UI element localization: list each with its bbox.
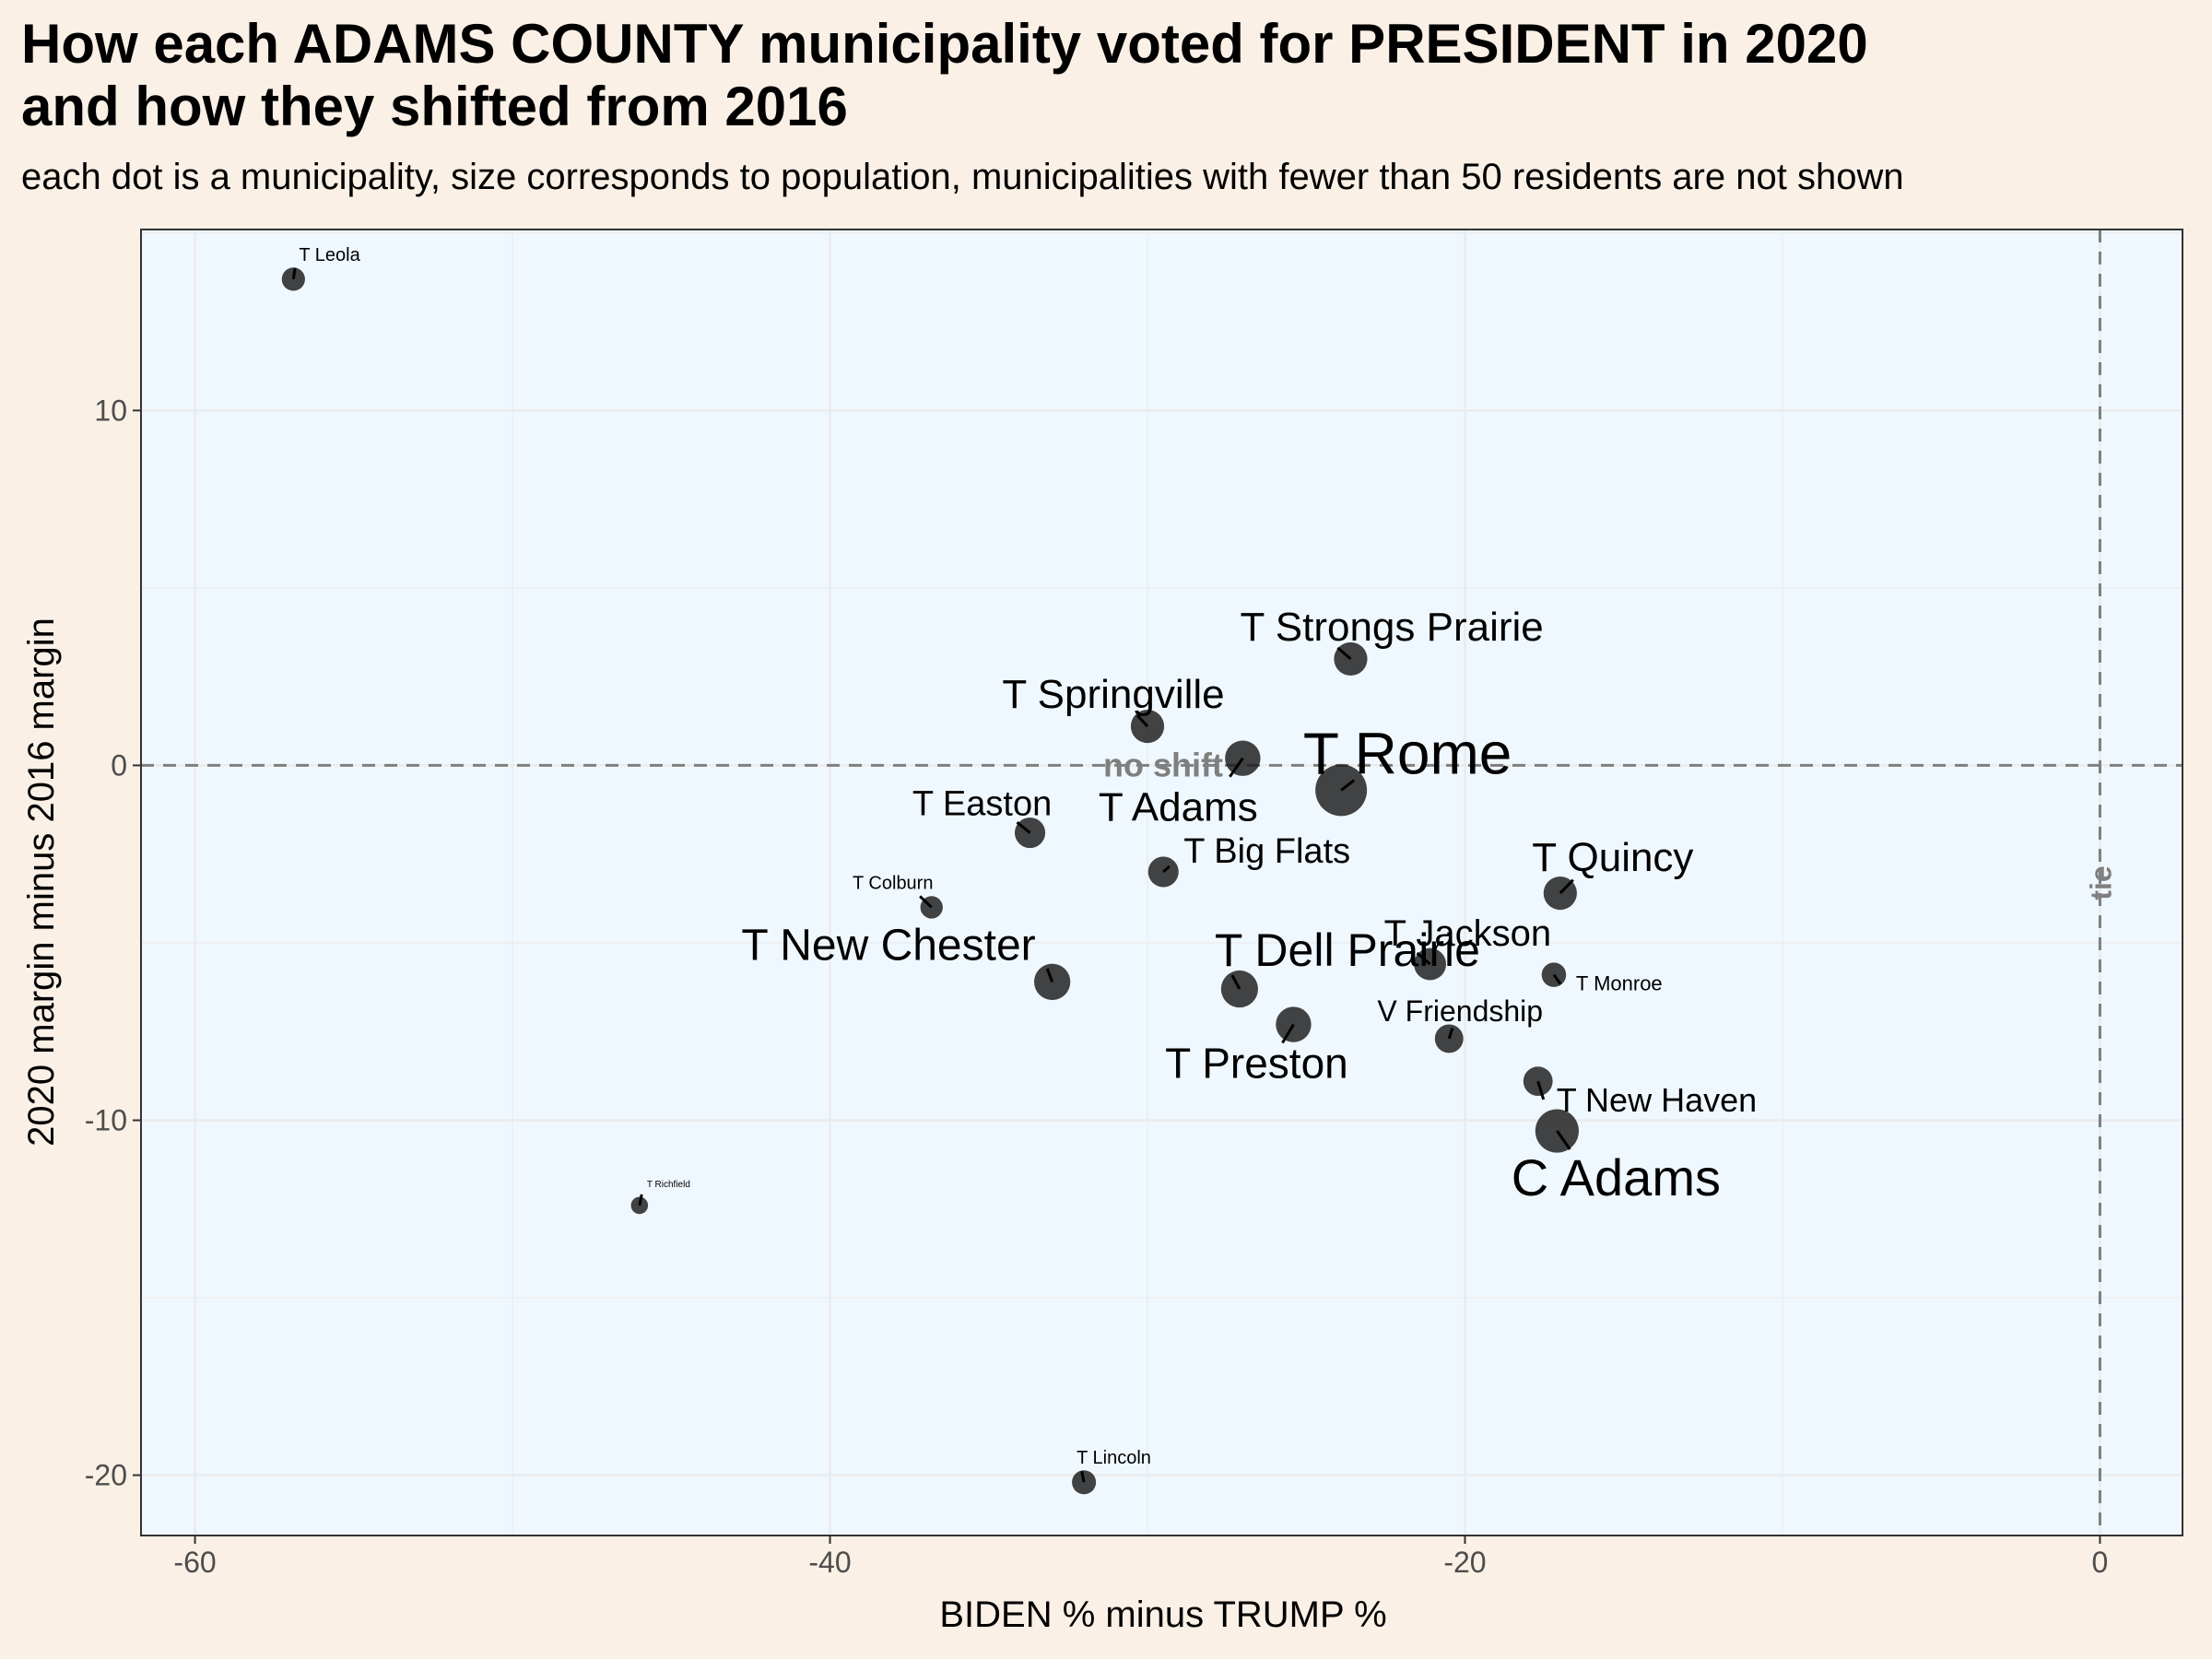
x-tick-label: 0 — [2092, 1546, 2109, 1579]
label-t-new-chester: T New Chester — [741, 921, 1035, 970]
label-t-adams: T Adams — [1099, 785, 1258, 830]
y-axis-title: 2020 margin minus 2016 margin — [21, 618, 62, 1147]
label-t-springville: T Springville — [1002, 672, 1224, 717]
label-t-preston: T Preston — [1165, 1040, 1348, 1088]
y-tick-label: 0 — [111, 748, 127, 782]
label-t-big-flats: T Big Flats — [1183, 832, 1350, 871]
label-t-leola: T Leola — [299, 245, 360, 265]
x-axis-title: BIDEN % minus TRUMP % — [939, 1594, 1386, 1635]
label-t-quincy: T Quincy — [1532, 835, 1693, 880]
x-tick-label: -20 — [1443, 1546, 1486, 1579]
label-t-monroe: T Monroe — [1576, 972, 1663, 995]
label-leaders — [291, 267, 1574, 1483]
x-tick-label: -40 — [808, 1546, 851, 1579]
leader-c-adams — [1556, 1130, 1571, 1150]
label-t-jackson: T Jackson — [1384, 913, 1552, 954]
label-t-lincoln: T Lincoln — [1077, 1448, 1151, 1468]
point-t-dell-prairie — [1220, 970, 1258, 1008]
label-t-rome: T Rome — [1303, 720, 1512, 786]
leader-t-richfield — [638, 1194, 643, 1206]
leader-t-adams — [1229, 757, 1244, 778]
leader-t-lincoln — [1080, 1470, 1086, 1483]
chart-subtitle: each dot is a municipality, size corresp… — [21, 157, 1904, 197]
point-v-friendship — [1434, 1024, 1464, 1053]
grid-lines — [141, 229, 2183, 1535]
reference-lines: tie no shift — [141, 229, 2183, 1535]
chart-title-line-1: How each ADAMS COUNTY municipality voted… — [21, 13, 1868, 75]
leader-v-friendship — [1447, 1028, 1454, 1040]
leader-t-dell-prairie — [1230, 974, 1241, 990]
leader-t-big-flats — [1162, 865, 1171, 874]
leader-t-new-haven — [1536, 1080, 1546, 1100]
no-shift-label: no shift — [1103, 746, 1223, 783]
label-t-strongs-prairie: T Strongs Prairie — [1240, 605, 1543, 650]
leader-t-monroe — [1552, 973, 1562, 985]
leader-t-colburn — [919, 895, 933, 909]
leader-t-springville — [1135, 714, 1149, 728]
label-t-easton: T Easton — [912, 785, 1052, 824]
leader-t-jackson — [1416, 951, 1431, 966]
label-t-richfield: T Richfield — [647, 1180, 690, 1190]
x-axis-ticks: -60 -40 -20 0 — [173, 1535, 2108, 1579]
chart-title-line-2: and how they shifted from 2016 — [21, 76, 848, 137]
tie-label: tie — [2084, 865, 2117, 900]
leader-t-quincy — [1559, 878, 1574, 895]
chart-title: How each ADAMS COUNTY municipality voted… — [21, 13, 2196, 138]
point-labels: T Leola T Strongs Prairie T Springville T A… — [299, 245, 1757, 1468]
point-t-adams — [1225, 740, 1261, 776]
y-tick-label: -10 — [85, 1103, 127, 1136]
label-t-new-haven: T New Haven — [1557, 1081, 1757, 1119]
y-axis-ticks: -20 -10 0 10 — [85, 394, 141, 1492]
leader-t-easton — [1016, 821, 1031, 834]
leader-t-new-chester — [1045, 968, 1054, 982]
label-t-dell-prairie: T Dell Prairie — [1215, 924, 1480, 976]
plot-border — [140, 229, 2183, 1536]
y-tick-label: 10 — [94, 394, 127, 427]
leader-t-leola — [291, 267, 297, 280]
label-c-adams: C Adams — [1512, 1148, 1721, 1206]
leader-t-strongs-prairie — [1336, 646, 1352, 661]
x-tick-label: -60 — [173, 1546, 216, 1579]
leader-t-rome — [1340, 779, 1356, 792]
y-tick-label: -20 — [85, 1459, 127, 1492]
label-v-friendship: V Friendship — [1377, 994, 1543, 1028]
label-t-colburn: T Colburn — [853, 873, 933, 893]
leader-t-preston — [1281, 1023, 1295, 1044]
